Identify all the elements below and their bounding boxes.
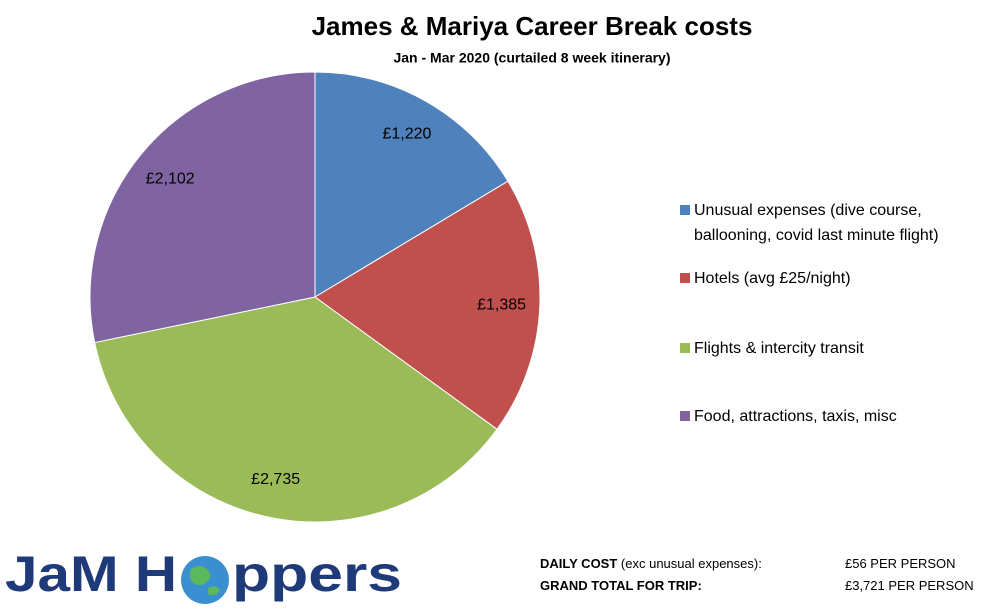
pie-slice <box>314 71 509 298</box>
daily-cost: DAILY COST (exc unusual expenses): <box>540 556 762 571</box>
legend-label: Food, attractions, taxis, misc <box>694 408 897 425</box>
logo-land <box>190 566 220 596</box>
data-label: £1,385 <box>477 296 526 313</box>
total-label: GRAND TOTAL FOR TRIP: <box>540 578 702 593</box>
legend-label: Hotels (avg £25/night) <box>694 270 851 287</box>
logo-right: ppers <box>232 546 402 602</box>
legend-swatch <box>680 205 690 215</box>
total-value: £3,721 PER PERSON <box>845 578 974 593</box>
chart-title: James & Mariya Career Break costs <box>312 11 753 41</box>
legend-label: Unusual expenses (dive course, balloonin… <box>694 202 939 244</box>
data-label: £2,735 <box>251 471 300 488</box>
legend-item: Hotels (avg £25/night) <box>680 266 980 291</box>
legend-label: Flights & intercity transit <box>694 340 864 357</box>
legend-item: Food, attractions, taxis, misc <box>680 404 980 429</box>
logo-left: JaM H <box>5 546 177 602</box>
pie-slice <box>314 180 541 430</box>
legend-swatch <box>680 273 690 283</box>
legend-item: Unusual expenses (dive course, balloonin… <box>680 198 980 248</box>
pie-slice <box>89 71 316 344</box>
daily-note: (exc unusual expenses): <box>620 556 762 571</box>
data-label: £2,102 <box>146 170 195 187</box>
daily-value: £56 PER PERSON <box>845 556 956 571</box>
pie-slice <box>94 296 498 523</box>
legend-swatch <box>680 343 690 353</box>
chart-subtitle: Jan - Mar 2020 (curtailed 8 week itinera… <box>393 50 670 66</box>
logo: JaM H ppers <box>5 546 402 604</box>
legend-swatch <box>680 411 690 421</box>
legend-item: Flights & intercity transit <box>680 336 980 361</box>
data-label: £1,220 <box>383 126 432 143</box>
daily-label: DAILY COST <box>540 556 618 571</box>
